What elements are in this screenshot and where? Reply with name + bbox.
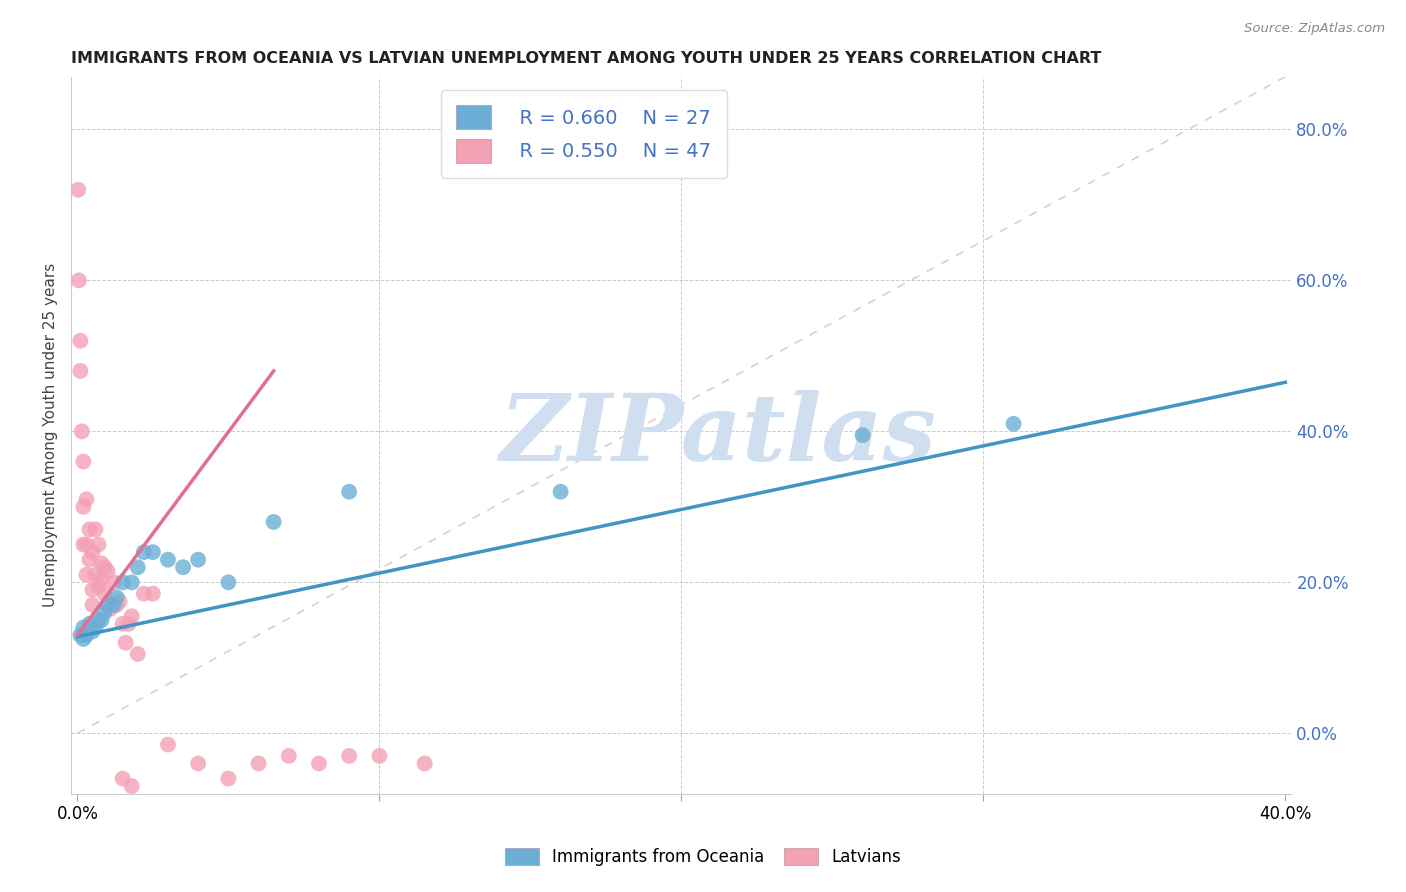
Point bbox=[67, 183, 90, 197]
Point bbox=[132, 587, 155, 601]
Point bbox=[75, 492, 97, 507]
Point bbox=[79, 523, 101, 537]
Point bbox=[82, 582, 104, 597]
Point bbox=[187, 756, 209, 771]
Point bbox=[69, 364, 91, 378]
Point bbox=[413, 756, 436, 771]
Text: IMMIGRANTS FROM OCEANIA VS LATVIAN UNEMPLOYMENT AMONG YOUTH UNDER 25 YEARS CORRE: IMMIGRANTS FROM OCEANIA VS LATVIAN UNEMP… bbox=[72, 51, 1102, 66]
Point bbox=[87, 579, 110, 593]
Point bbox=[75, 628, 97, 642]
Point bbox=[127, 647, 149, 661]
Point bbox=[84, 567, 107, 582]
Point bbox=[96, 598, 118, 612]
Point bbox=[82, 545, 104, 559]
Point bbox=[72, 454, 94, 468]
Point bbox=[114, 636, 136, 650]
Point bbox=[90, 557, 112, 571]
Point bbox=[105, 591, 128, 605]
Point bbox=[111, 772, 134, 786]
Point bbox=[72, 500, 94, 514]
Point bbox=[103, 575, 125, 590]
Point bbox=[368, 748, 391, 763]
Point bbox=[90, 572, 112, 586]
Point bbox=[93, 560, 115, 574]
Point bbox=[852, 428, 875, 442]
Point bbox=[121, 779, 143, 793]
Y-axis label: Unemployment Among Youth under 25 years: Unemployment Among Youth under 25 years bbox=[44, 263, 58, 607]
Point bbox=[75, 538, 97, 552]
Point bbox=[132, 545, 155, 559]
Point bbox=[90, 613, 112, 627]
Point bbox=[87, 538, 110, 552]
Text: ZIPatlas: ZIPatlas bbox=[499, 390, 936, 480]
Point bbox=[72, 538, 94, 552]
Point bbox=[550, 484, 572, 499]
Point bbox=[70, 425, 93, 439]
Point bbox=[87, 613, 110, 627]
Point bbox=[84, 621, 107, 635]
Point bbox=[156, 738, 179, 752]
Point bbox=[82, 598, 104, 612]
Point bbox=[217, 772, 239, 786]
Legend:   R = 0.660    N = 27,   R = 0.550    N = 47: R = 0.660 N = 27, R = 0.550 N = 47 bbox=[441, 90, 727, 178]
Point bbox=[69, 334, 91, 348]
Point bbox=[263, 515, 285, 529]
Point bbox=[308, 756, 330, 771]
Point bbox=[217, 575, 239, 590]
Point bbox=[96, 564, 118, 578]
Point bbox=[121, 609, 143, 624]
Text: Source: ZipAtlas.com: Source: ZipAtlas.com bbox=[1244, 22, 1385, 36]
Point bbox=[67, 273, 90, 287]
Point bbox=[93, 587, 115, 601]
Point bbox=[72, 632, 94, 646]
Point bbox=[75, 567, 97, 582]
Point bbox=[79, 552, 101, 566]
Point bbox=[187, 552, 209, 566]
Point bbox=[142, 587, 165, 601]
Point bbox=[172, 560, 194, 574]
Point bbox=[69, 628, 91, 642]
Point bbox=[1002, 417, 1025, 431]
Point bbox=[127, 560, 149, 574]
Point bbox=[84, 523, 107, 537]
Point bbox=[111, 616, 134, 631]
Point bbox=[103, 598, 125, 612]
Point bbox=[100, 601, 122, 615]
Point bbox=[121, 575, 143, 590]
Point bbox=[277, 748, 299, 763]
Point bbox=[79, 616, 101, 631]
Point bbox=[142, 545, 165, 559]
Point bbox=[247, 756, 270, 771]
Point bbox=[156, 552, 179, 566]
Point bbox=[72, 621, 94, 635]
Point bbox=[105, 598, 128, 612]
Point bbox=[337, 748, 360, 763]
Point bbox=[118, 616, 141, 631]
Point bbox=[93, 606, 115, 620]
Point bbox=[82, 624, 104, 639]
Point bbox=[108, 594, 131, 608]
Point bbox=[337, 484, 360, 499]
Point bbox=[111, 575, 134, 590]
Legend: Immigrants from Oceania, Latvians: Immigrants from Oceania, Latvians bbox=[496, 840, 910, 875]
